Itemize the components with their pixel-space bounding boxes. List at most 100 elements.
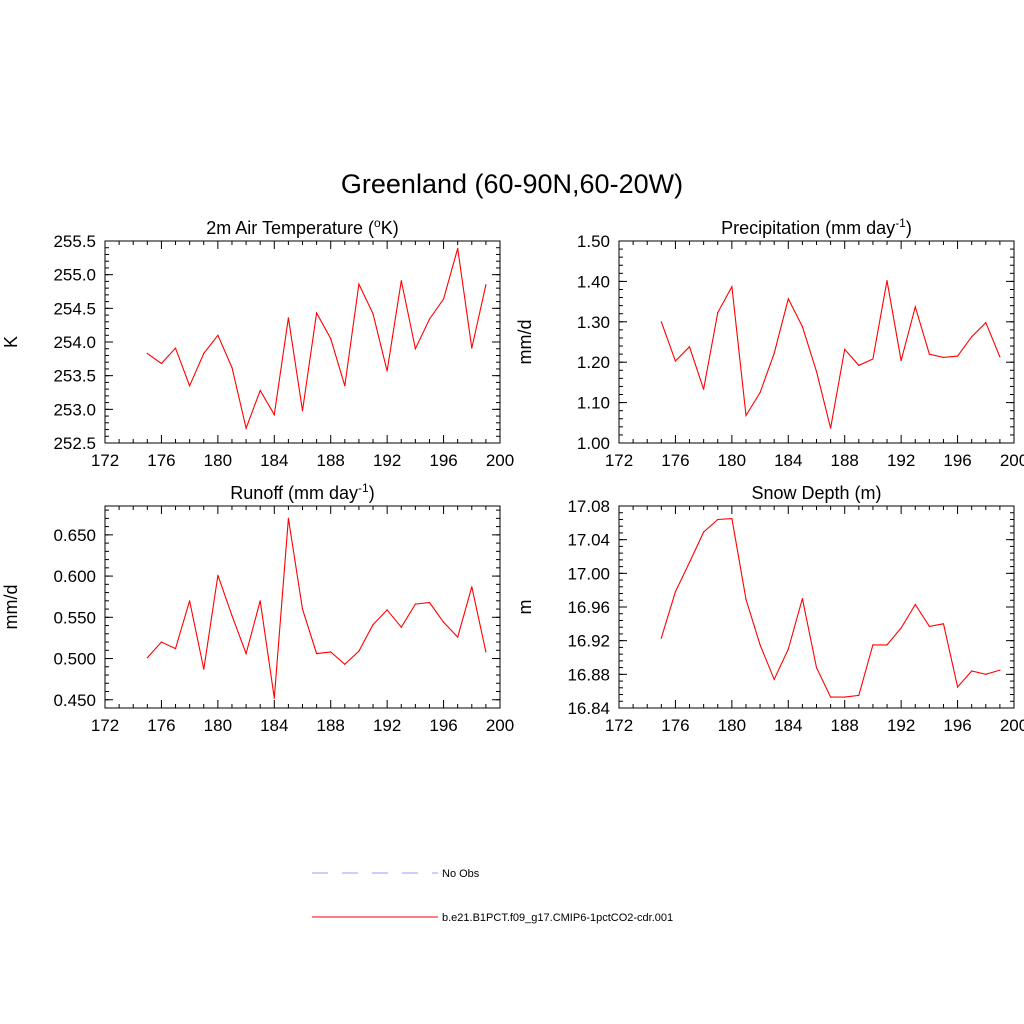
y-tick-label: 0.600 xyxy=(53,567,96,586)
x-tick-label: 188 xyxy=(317,451,345,470)
series-line xyxy=(660,518,1001,698)
panel-title-main: 2m Air Temperature ( xyxy=(206,218,374,238)
data-point xyxy=(688,346,691,348)
series-line xyxy=(660,280,1001,429)
panel-title-main: Precipitation (mm day xyxy=(721,218,895,238)
series-line xyxy=(146,518,487,699)
data-point xyxy=(886,644,888,646)
data-point xyxy=(485,284,487,286)
panel-title-main: Snow Depth (m) xyxy=(751,483,881,503)
data-point xyxy=(957,355,959,357)
data-point xyxy=(231,615,233,617)
y-axis-label: K xyxy=(1,336,21,348)
data-point xyxy=(942,623,945,625)
data-point xyxy=(830,696,832,698)
data-point xyxy=(400,280,402,282)
x-tick-label: 176 xyxy=(661,451,689,470)
panel-title: Runoff (mm day-1) xyxy=(230,481,374,503)
data-point xyxy=(900,360,902,362)
data-point xyxy=(674,591,677,593)
x-tick-label: 184 xyxy=(260,716,288,735)
panel-2: Precipitation (mm day-1) mm/d 172 176 180 184… xyxy=(515,216,1024,470)
data-point xyxy=(189,600,191,602)
data-point xyxy=(358,283,360,285)
data-point xyxy=(485,651,487,653)
y-tick-label: 252.5 xyxy=(53,434,96,453)
data-point xyxy=(428,601,431,604)
y-axis-label: mm/d xyxy=(515,320,535,365)
data-point xyxy=(189,385,191,387)
x-tick-label: 192 xyxy=(373,451,401,470)
data-point xyxy=(815,370,818,373)
data-point xyxy=(872,358,874,360)
y-tick-label: 255.0 xyxy=(53,266,96,285)
data-point xyxy=(217,574,219,576)
y-tick-label: 0.500 xyxy=(53,650,96,669)
y-tick-label: 254.5 xyxy=(53,299,96,318)
data-point xyxy=(316,653,318,655)
data-point xyxy=(999,669,1001,671)
data-point xyxy=(787,298,789,300)
data-point xyxy=(386,370,388,372)
x-tick-label: 180 xyxy=(718,716,746,735)
panel-title-tail: ) xyxy=(369,483,375,503)
x-tick-label: 172 xyxy=(605,451,633,470)
data-point xyxy=(660,321,662,323)
data-point xyxy=(858,364,860,366)
panel-3: Runoff (mm day-1) mm/d 172 176 180 184 188 192 1… xyxy=(1,481,514,735)
data-point xyxy=(217,334,219,336)
data-point xyxy=(471,347,473,349)
data-point xyxy=(174,648,177,650)
data-point xyxy=(471,586,473,588)
data-point xyxy=(717,311,719,314)
y-tick-label: 0.550 xyxy=(53,608,96,627)
y-tick-label: 255.5 xyxy=(53,232,96,251)
y-tick-label: 253.0 xyxy=(53,400,96,419)
data-point xyxy=(942,356,945,358)
data-point xyxy=(688,561,691,564)
data-point xyxy=(330,651,332,653)
x-tick-label: 184 xyxy=(774,716,802,735)
data-point xyxy=(745,598,747,601)
data-point xyxy=(759,391,761,394)
plot-frame xyxy=(618,240,1015,444)
data-point xyxy=(400,626,402,628)
data-point xyxy=(985,322,987,324)
x-tick-label: 200 xyxy=(1000,716,1024,735)
x-tick-label: 172 xyxy=(605,716,633,735)
data-point xyxy=(844,696,846,698)
legend-entry: b.e21.B1PCT.f09_g17.CMIP6-1pctCO2-cdr.00… xyxy=(312,912,673,924)
data-point xyxy=(971,670,973,672)
data-point xyxy=(703,388,705,390)
data-point xyxy=(443,621,445,623)
data-point xyxy=(372,624,374,626)
data-point xyxy=(259,600,261,602)
data-point xyxy=(731,518,733,520)
x-tick-label: 172 xyxy=(91,451,119,470)
panel-title: Snow Depth (m) xyxy=(751,483,881,503)
data-point xyxy=(900,627,902,629)
y-axis-label: m xyxy=(515,600,535,615)
panel-title-tail: K) xyxy=(381,218,399,238)
data-point xyxy=(259,389,261,392)
data-point xyxy=(146,657,148,659)
data-point xyxy=(886,280,888,282)
x-tick-label: 200 xyxy=(486,716,514,735)
x-tick-label: 196 xyxy=(429,716,457,735)
data-point xyxy=(971,336,973,338)
data-point xyxy=(759,644,761,646)
data-point xyxy=(146,352,148,354)
y-tick-label: 17.04 xyxy=(567,531,610,550)
data-point xyxy=(174,347,177,349)
data-point xyxy=(414,603,416,605)
data-point xyxy=(731,286,733,288)
x-tick-label: 180 xyxy=(718,451,746,470)
panel-title-tail: ) xyxy=(906,218,912,238)
data-point xyxy=(203,668,205,670)
data-point xyxy=(801,598,804,600)
y-tick-label: 0.450 xyxy=(53,691,96,710)
data-point xyxy=(999,356,1001,358)
panel-title: Precipitation (mm day-1) xyxy=(721,216,912,238)
x-tick-label: 196 xyxy=(943,451,971,470)
